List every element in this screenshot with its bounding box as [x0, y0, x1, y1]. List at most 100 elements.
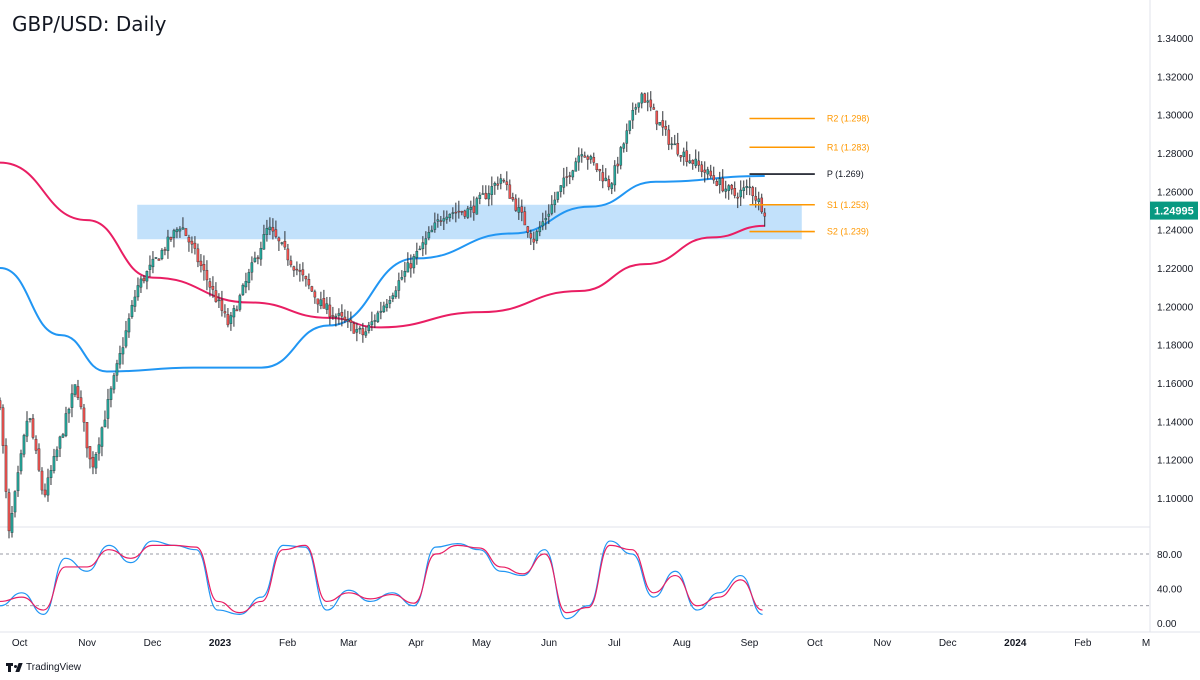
last-price-badge: 1.24995 [1150, 201, 1198, 220]
candle-body [115, 363, 119, 376]
candle [544, 210, 548, 230]
candle-body [565, 176, 569, 178]
ma-slow-line [0, 161, 765, 329]
pivot-levels-layer: R2 (1.298) R1 (1.283) P (1.269) S1 (1.253) S… [749, 114, 869, 237]
candle-body [442, 218, 446, 222]
time-tick-label: Dec [144, 638, 162, 649]
candle-body [64, 413, 68, 436]
candle-body [295, 268, 299, 271]
candle [418, 245, 422, 251]
candle-body [628, 120, 632, 131]
time-tick-label: Mar [340, 638, 358, 649]
time-tick-label: Jun [541, 638, 557, 649]
candle [352, 321, 356, 334]
candle [433, 212, 437, 233]
ma-fast-line [0, 175, 765, 373]
candle-body [535, 231, 539, 241]
candle-body [673, 143, 677, 146]
candle [118, 345, 122, 369]
candle [559, 185, 563, 198]
candle-body [496, 183, 500, 186]
time-tick-label: 2024 [1004, 638, 1027, 649]
candle [733, 181, 737, 199]
candle-body [13, 491, 17, 513]
candle-body [97, 444, 101, 454]
support-zone-rect [137, 204, 802, 240]
candle-body [736, 196, 740, 199]
candle [172, 228, 176, 248]
candle-body [490, 186, 494, 195]
candle [43, 483, 47, 498]
candle-body [118, 353, 122, 365]
candle-body [175, 229, 179, 233]
candle [601, 164, 605, 189]
candle-body [34, 438, 38, 451]
candle [586, 154, 590, 170]
candle-body [121, 347, 125, 355]
candle [427, 226, 431, 241]
candle [562, 167, 566, 195]
candle-body [145, 271, 149, 282]
candle-body [682, 151, 686, 157]
candle-body [214, 290, 218, 302]
candle [616, 156, 620, 174]
candle [229, 311, 233, 331]
candle-body [61, 434, 65, 438]
candle-body [220, 299, 224, 311]
candle [523, 206, 527, 226]
candle [436, 213, 440, 228]
candle-body [709, 170, 713, 177]
candle [613, 160, 617, 192]
candle [454, 202, 458, 223]
stochastic-d-line [0, 544, 763, 614]
time-tick-label: Jul [608, 638, 621, 649]
candle [463, 209, 467, 219]
candle-body [520, 206, 524, 213]
candle-body [169, 237, 173, 240]
candle-body [583, 155, 587, 158]
candle [262, 224, 266, 250]
candle-body [589, 156, 593, 160]
stochastic-pane: 0.00 40.00 80.00 [0, 540, 1182, 630]
candle [160, 248, 164, 261]
candle-body [55, 449, 59, 458]
candle [202, 255, 206, 281]
candle [493, 181, 497, 195]
candle-body [352, 323, 356, 334]
candle [415, 242, 419, 265]
candle [289, 255, 293, 268]
price-axis[interactable]: 1.10000 1.12000 1.14000 1.16000 1.18000 1.200… [1157, 34, 1194, 505]
candle-body [154, 257, 158, 259]
candle [745, 179, 749, 196]
candle [610, 182, 614, 195]
candle [583, 151, 587, 158]
candle [304, 275, 308, 287]
candle-body [250, 262, 254, 273]
candle [58, 435, 62, 458]
candle-body [94, 453, 98, 469]
candle [364, 326, 368, 338]
time-tick-label: Aug [673, 638, 691, 649]
candle [391, 292, 395, 303]
candle [187, 234, 191, 252]
candle-body [70, 393, 74, 408]
candle-body [4, 445, 8, 492]
candle [22, 433, 26, 458]
candle-body [208, 281, 212, 288]
time-axis[interactable]: Oct Nov Dec 2023 Feb Mar Apr May Jun Jul Aug Sep Oct… [12, 638, 1150, 649]
price-tick-label: 1.18000 [1157, 341, 1194, 352]
candle-body [196, 248, 200, 263]
candle-body [604, 177, 608, 181]
candle-body [754, 196, 758, 201]
candle-body [427, 231, 431, 239]
stochastic-tick-label: 80.00 [1157, 550, 1182, 561]
candle-body [199, 260, 203, 266]
candle-body [430, 229, 434, 233]
candle [175, 227, 179, 239]
candle [673, 134, 677, 146]
candle-body [667, 129, 671, 145]
candle [124, 320, 128, 349]
candle-body [625, 130, 629, 144]
